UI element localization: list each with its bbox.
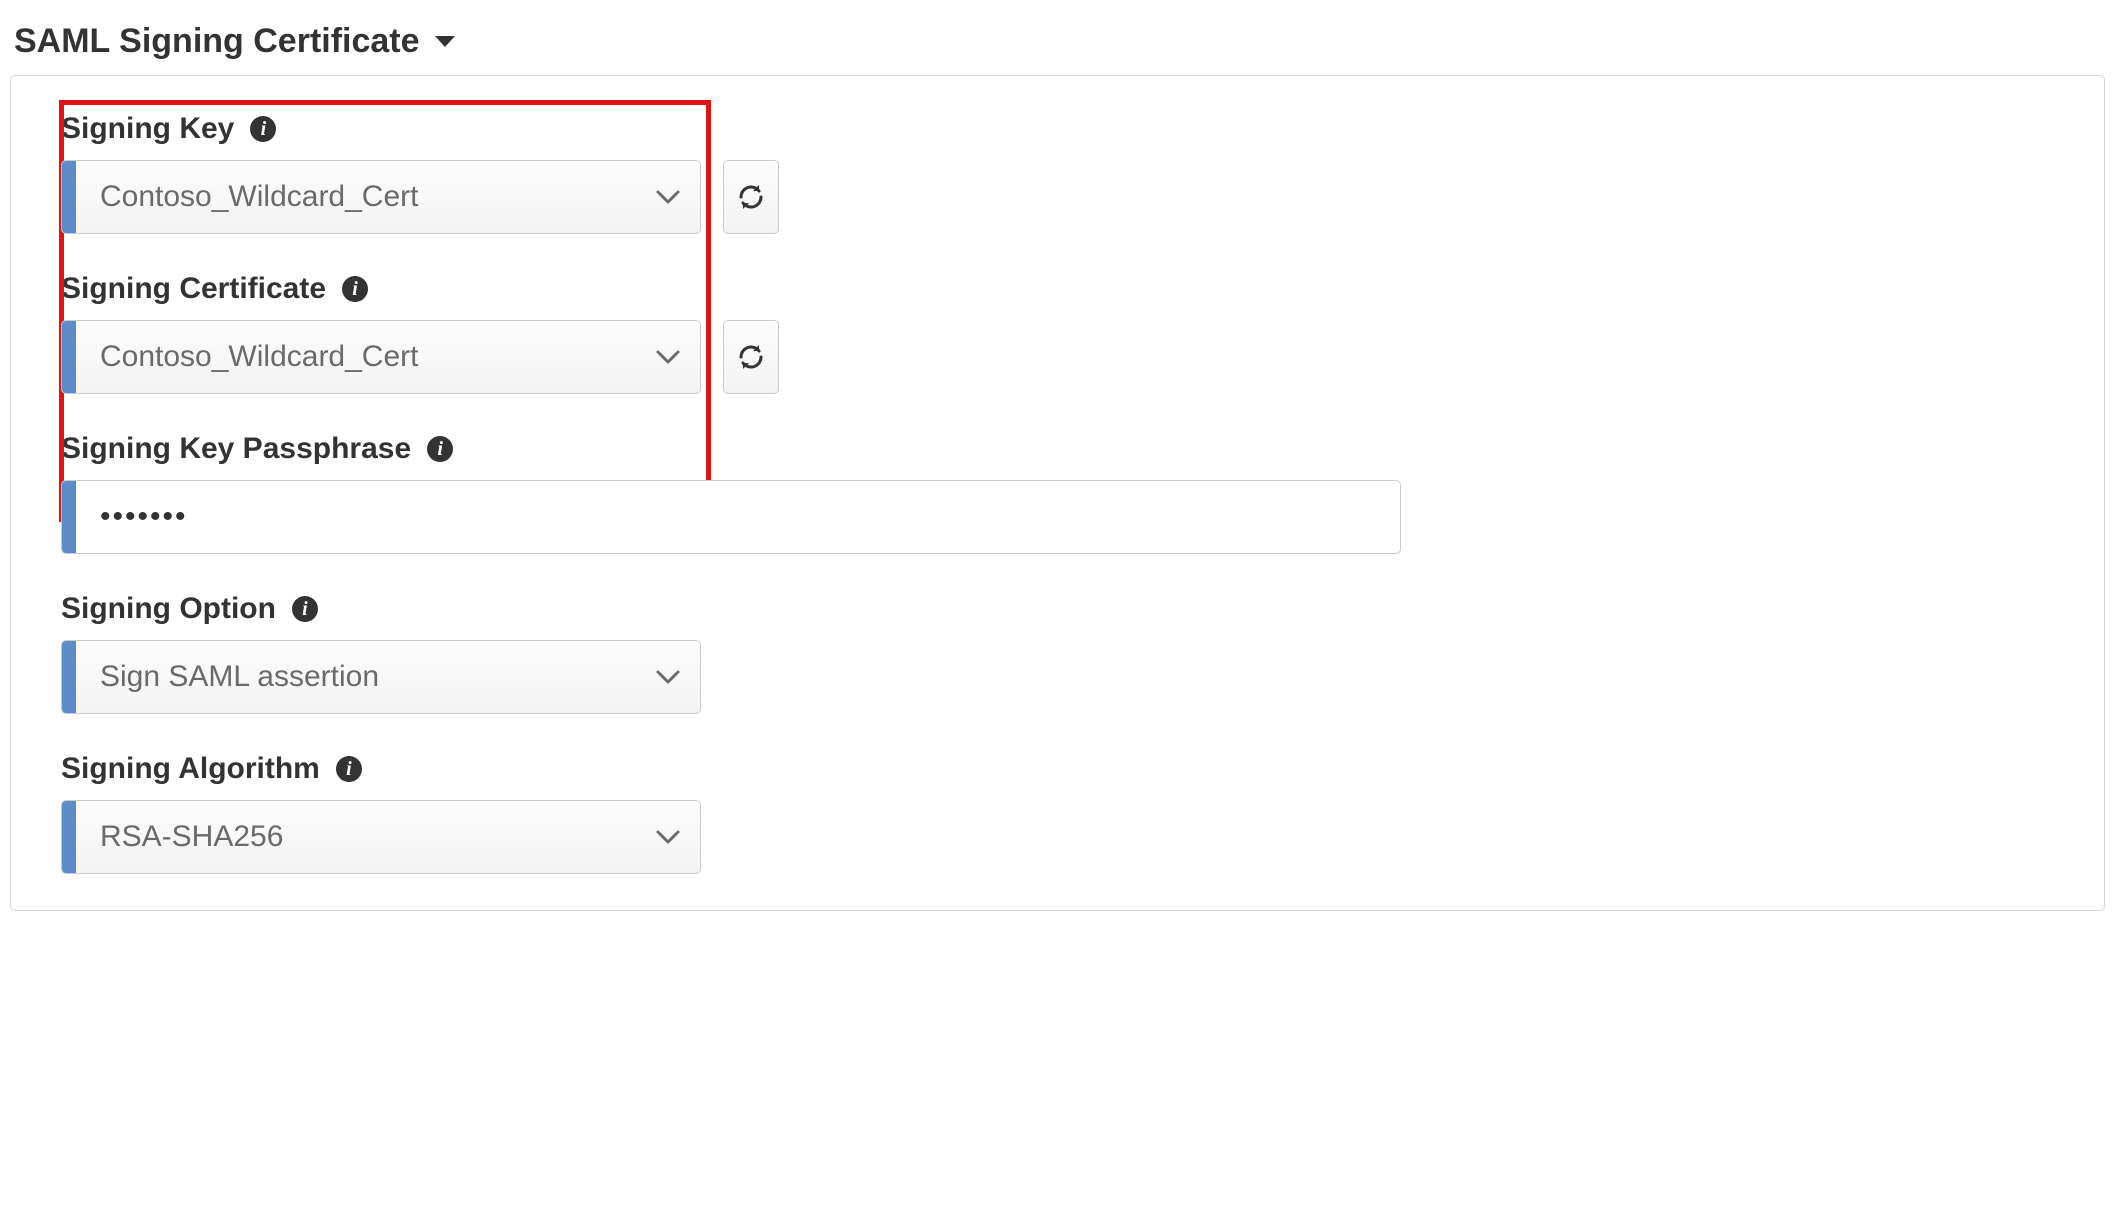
info-icon[interactable]: i: [336, 756, 362, 782]
field-signing-option: Signing Option i Sign SAML assertion: [61, 592, 2054, 714]
chevron-down-icon: [656, 190, 680, 204]
field-signing-key: Signing Key i Contoso_Wildcard_Cert: [61, 112, 2054, 234]
info-icon[interactable]: i: [342, 276, 368, 302]
section-header[interactable]: SAML Signing Certificate: [14, 22, 2105, 61]
signing-key-passphrase-input[interactable]: [76, 481, 1400, 553]
field-signing-key-passphrase: Signing Key Passphrase i: [61, 432, 2054, 554]
info-icon[interactable]: i: [250, 116, 276, 142]
saml-signing-panel: Signing Key i Contoso_Wildcard_Cert: [10, 75, 2105, 911]
signing-algorithm-label: Signing Algorithm i: [61, 752, 2054, 786]
chevron-down-icon: [656, 350, 680, 364]
signing-algorithm-label-text: Signing Algorithm: [61, 752, 320, 786]
accent-bar: [62, 161, 76, 233]
signing-key-passphrase-label-text: Signing Key Passphrase: [61, 432, 411, 466]
signing-certificate-label-text: Signing Certificate: [61, 272, 326, 306]
signing-option-value: Sign SAML assertion: [76, 660, 644, 694]
accent-bar: [62, 481, 76, 553]
accent-bar: [62, 641, 76, 713]
signing-key-select[interactable]: Contoso_Wildcard_Cert: [61, 160, 701, 234]
accent-bar: [62, 321, 76, 393]
field-signing-algorithm: Signing Algorithm i RSA-SHA256: [61, 752, 2054, 874]
signing-certificate-label: Signing Certificate i: [61, 272, 2054, 306]
signing-option-select[interactable]: Sign SAML assertion: [61, 640, 701, 714]
signing-certificate-value: Contoso_Wildcard_Cert: [76, 340, 644, 374]
refresh-signing-certificate-button[interactable]: [723, 320, 779, 394]
info-icon[interactable]: i: [292, 596, 318, 622]
signing-option-label: Signing Option i: [61, 592, 2054, 626]
chevron-down-icon: [656, 830, 680, 844]
info-icon[interactable]: i: [427, 436, 453, 462]
section-title: SAML Signing Certificate: [14, 22, 420, 61]
refresh-signing-key-button[interactable]: [723, 160, 779, 234]
chevron-down-icon: [656, 670, 680, 684]
passphrase-input-wrap: [61, 480, 1401, 554]
refresh-icon: [737, 183, 765, 211]
signing-key-value: Contoso_Wildcard_Cert: [76, 180, 644, 214]
signing-algorithm-value: RSA-SHA256: [76, 820, 644, 854]
signing-certificate-select[interactable]: Contoso_Wildcard_Cert: [61, 320, 701, 394]
accent-bar: [62, 801, 76, 873]
signing-key-passphrase-label: Signing Key Passphrase i: [61, 432, 2054, 466]
signing-key-label-text: Signing Key: [61, 112, 234, 146]
field-signing-certificate: Signing Certificate i Contoso_Wildcard_C…: [61, 272, 2054, 394]
refresh-icon: [737, 343, 765, 371]
signing-key-label: Signing Key i: [61, 112, 2054, 146]
caret-down-icon: [434, 35, 456, 49]
signing-algorithm-select[interactable]: RSA-SHA256: [61, 800, 701, 874]
signing-option-label-text: Signing Option: [61, 592, 276, 626]
